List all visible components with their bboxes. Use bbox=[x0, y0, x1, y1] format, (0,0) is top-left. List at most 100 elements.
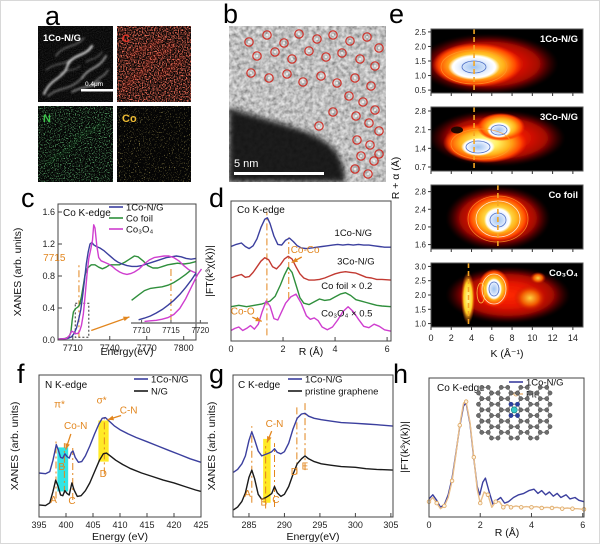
panel-letter-g: g bbox=[209, 359, 225, 389]
contour-ring bbox=[488, 281, 500, 297]
wavelet-frame bbox=[430, 184, 584, 250]
highlight-band bbox=[98, 420, 109, 462]
annotation-arrowhead bbox=[291, 257, 299, 263]
annotation-text: 3Co-N/G bbox=[337, 257, 374, 268]
carbon-atom bbox=[485, 418, 491, 424]
annotation-text: C bbox=[272, 495, 279, 506]
fit-marker bbox=[508, 505, 514, 510]
atom-circle bbox=[328, 30, 338, 40]
carbon-atom bbox=[534, 424, 540, 430]
atom-dot bbox=[378, 130, 380, 132]
series-1Co-N/G bbox=[57, 241, 197, 340]
carbon-atom bbox=[524, 418, 530, 424]
carbon-atom bbox=[479, 407, 485, 413]
x-tick-label: 405 bbox=[85, 520, 100, 530]
wavelet-y-tick-label: 1.6 bbox=[415, 241, 427, 250]
atom-dot bbox=[291, 58, 293, 60]
atom-dot bbox=[268, 77, 270, 79]
carbon-atom bbox=[489, 413, 494, 418]
dark-region bbox=[229, 108, 345, 182]
atom-circle bbox=[312, 34, 322, 44]
inset-series-Co foil bbox=[131, 270, 191, 301]
tem-label: 1Co-N/G bbox=[43, 33, 81, 44]
x-tick-label: 0 bbox=[426, 520, 431, 530]
carbon-atom bbox=[476, 413, 481, 418]
atom-circle bbox=[282, 69, 292, 79]
carbon-atom bbox=[489, 390, 494, 396]
contour-ring bbox=[490, 124, 508, 136]
annotation-text: E bbox=[302, 461, 309, 472]
atom-dot bbox=[266, 34, 268, 36]
x-axis-label: R (Å) bbox=[495, 526, 520, 539]
panel-letter-e: e bbox=[389, 0, 405, 29]
carbon-atom bbox=[489, 401, 494, 407]
x-tick-label: 285 bbox=[241, 520, 256, 530]
chart-title: Co K-edge bbox=[237, 205, 285, 216]
carbon-atom bbox=[485, 385, 491, 390]
eds-map-carbon: C bbox=[117, 26, 191, 102]
series-pristine graphene bbox=[233, 455, 394, 511]
chart-xanes-co: 7710 7740 7770 7800 0.0 0.4 0.8 1.2 1.6 Energy(eV… bbox=[12, 203, 210, 359]
atom-circle bbox=[262, 30, 272, 40]
x-axis-label: Energy(eV) bbox=[286, 531, 339, 543]
wavelet-blob bbox=[448, 54, 500, 80]
atom-circle bbox=[365, 140, 375, 150]
atom-dot bbox=[355, 115, 357, 117]
atom-circle bbox=[298, 77, 308, 87]
inset-series-1Co-N/G bbox=[138, 272, 197, 321]
series-Co foil × 0.2 bbox=[230, 266, 392, 308]
atom-dot bbox=[369, 144, 371, 146]
wavelet-x-tick-label: 0 bbox=[428, 333, 433, 343]
carbon-atom bbox=[479, 418, 485, 424]
carbon-atom bbox=[547, 401, 553, 407]
carbon-atom bbox=[495, 401, 501, 407]
y-tick-label: 0.4 bbox=[42, 303, 55, 313]
annotation-text: Co₃O₄ × 0.5 bbox=[321, 309, 372, 320]
wavelet-x-tick-label: 4 bbox=[469, 333, 474, 343]
wavelet-y-tick-label: 2.4 bbox=[415, 205, 427, 214]
atom-dot bbox=[373, 160, 375, 162]
atom-circle bbox=[279, 38, 289, 48]
wavelet-y-tick-label: 3.0 bbox=[415, 262, 427, 271]
carbon-atom bbox=[518, 430, 524, 435]
contour-ring bbox=[450, 128, 512, 160]
atom-circle bbox=[350, 73, 360, 83]
carbon-atom bbox=[544, 418, 550, 424]
legend-label: Co₃O₄ bbox=[126, 225, 153, 236]
annotation-text: Co-Co bbox=[291, 245, 320, 256]
wavelet-y-tick-label: 2.8 bbox=[415, 107, 427, 116]
wavelet-x-tick-label: 14 bbox=[568, 333, 578, 343]
atom-dot bbox=[274, 51, 276, 53]
atom-circle bbox=[328, 107, 338, 117]
wavelet-panel-1Co-N/G: 1Co-N/G 0.5 1.0 1.5 2.0 2.5 bbox=[415, 28, 584, 96]
series-Co₃O₄ bbox=[57, 224, 197, 340]
annotation-text: A bbox=[244, 489, 251, 500]
fit-marker bbox=[549, 505, 555, 511]
carbon-atom bbox=[495, 435, 501, 441]
wavelet-blob bbox=[451, 126, 463, 134]
carbon-atom bbox=[505, 385, 511, 390]
atom-circle bbox=[374, 149, 384, 159]
fit-marker bbox=[570, 506, 575, 511]
nitrogen-atom bbox=[508, 401, 514, 407]
atom-circle bbox=[244, 37, 254, 47]
atom-circle bbox=[264, 73, 274, 83]
atom-circle bbox=[366, 81, 376, 91]
y-tick-label: 1.6 bbox=[42, 207, 55, 217]
atom-dot bbox=[367, 173, 369, 175]
carbon-atom bbox=[524, 407, 530, 413]
carbon-atom bbox=[485, 430, 491, 435]
x-tick-label: 6 bbox=[385, 344, 390, 354]
atom-dot bbox=[370, 85, 372, 87]
atom-circle bbox=[345, 36, 355, 46]
fit-marker bbox=[442, 503, 447, 509]
x-tick-label: 305 bbox=[383, 520, 398, 530]
chart-xanes-n: 395 400 405 410 415 420 425 Energy (eV) XANES (a… bbox=[9, 374, 209, 543]
annotation-text: Co foil × 0.2 bbox=[321, 281, 372, 292]
atom-dot bbox=[298, 33, 300, 35]
carbon-atom bbox=[479, 385, 485, 390]
panel-letter-b: b bbox=[223, 0, 239, 29]
fit-marker bbox=[463, 399, 469, 404]
y-tick-label: 1.2 bbox=[42, 239, 55, 249]
x-tick-label: 425 bbox=[193, 520, 208, 530]
